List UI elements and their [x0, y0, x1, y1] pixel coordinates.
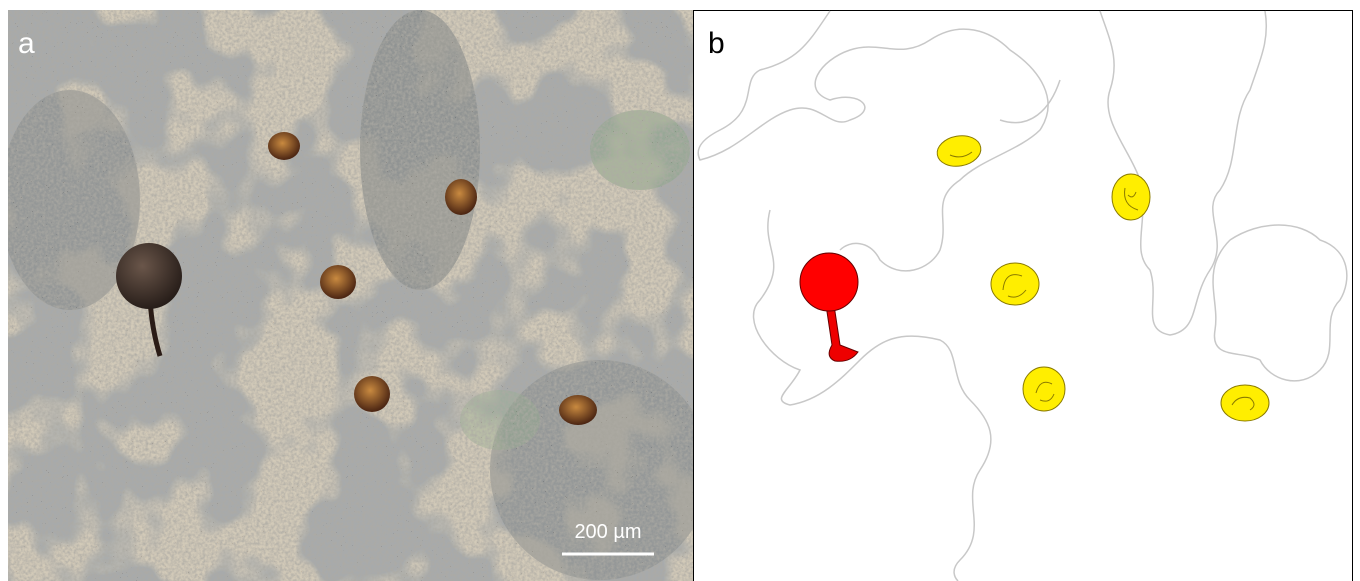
photo	[0, 10, 710, 581]
panel-label: b	[708, 27, 725, 60]
figure: a 200 µm b	[0, 0, 1360, 581]
page: a 200 µm b (() => { const data = JSON.pa…	[0, 0, 1360, 581]
scale-bar-label: 200 µm	[574, 521, 641, 543]
panel-label: a	[18, 27, 35, 60]
